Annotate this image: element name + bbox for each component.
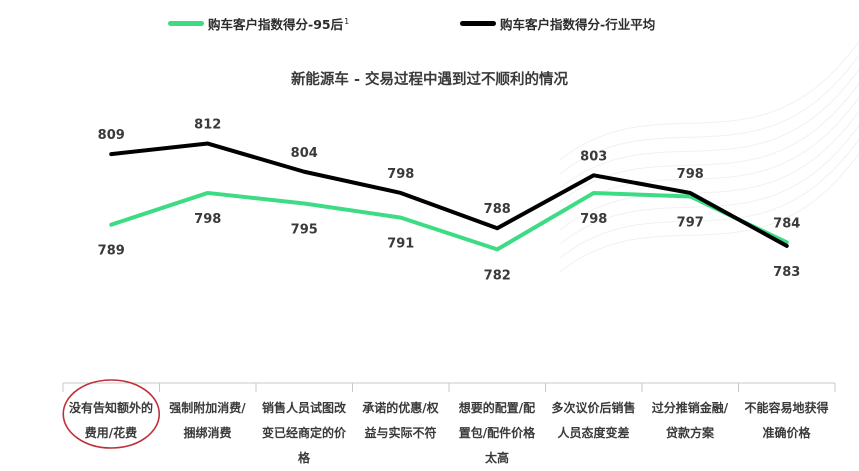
x-tick-label-line: 销售人员试图改 xyxy=(261,401,346,415)
x-tick-label: 想要的配置/配 置包/配件价格 太高 xyxy=(449,396,545,471)
x-tick-label-line: 没有告知额外的 xyxy=(68,401,153,415)
x-tick-label: 没有告知额外的 费用/花费 xyxy=(63,396,159,446)
data-label-industry: 788 xyxy=(484,202,511,217)
x-tick-label-line: 承诺的优惠/权 xyxy=(362,401,439,415)
data-label-industry: 783 xyxy=(773,265,800,280)
x-tick-label-line: 准确价格 xyxy=(762,426,811,440)
decor-line xyxy=(559,68,859,189)
data-label-industry: 809 xyxy=(98,128,125,143)
data-label-95: 797 xyxy=(677,215,704,230)
x-tick-label-line: 捆绑消费 xyxy=(183,426,232,440)
x-tick-label-line: 想要的配置/配 xyxy=(458,401,536,415)
decor-line xyxy=(559,138,859,259)
data-label-industry: 812 xyxy=(194,118,221,133)
decor-line xyxy=(559,54,859,175)
data-label-95: 789 xyxy=(98,244,125,259)
legend-item-95: 购车客户指数得分-95后 1 xyxy=(168,14,349,33)
data-label-industry: 804 xyxy=(291,146,318,161)
data-label-95: 795 xyxy=(291,223,318,238)
series-line-industry xyxy=(109,141,789,248)
x-tick-label: 过分推销金融/贷款方案 xyxy=(642,396,738,446)
data-label-95: 798 xyxy=(194,212,221,227)
legend-footnote-marker: 1 xyxy=(344,17,350,26)
data-label-95: 791 xyxy=(387,237,414,252)
x-tick-label-line: 费用/花费 xyxy=(84,426,138,440)
legend-swatch-black xyxy=(460,21,496,26)
data-label-industry: 798 xyxy=(677,167,704,182)
data-label-95: 784 xyxy=(773,216,800,231)
legend-label-95: 购车客户指数得分-95后 xyxy=(208,17,344,32)
x-tick-label-line: 多次议价后销售 xyxy=(551,401,636,415)
x-tick-label: 销售人员试图改 变已经商定的价格 xyxy=(256,396,352,471)
legend-item-industry: 购车客户指数得分-行业平均 xyxy=(460,14,655,33)
x-tick-label-line: 过分推销金融/ xyxy=(651,401,729,415)
legend-label-industry: 购车客户指数得分-行业平均 xyxy=(500,17,656,32)
x-tick-label-line: 贷款方案 xyxy=(665,426,714,440)
highlight-circle xyxy=(62,379,161,449)
decor-line xyxy=(559,110,859,231)
chart-title: 新能源车 - 交易过程中遇到过不顺利的情况 xyxy=(290,72,569,88)
data-label-industry: 798 xyxy=(387,167,414,182)
x-tick-label: 承诺的优惠/权 益与实际不符 xyxy=(353,396,449,446)
data-label-industry: 803 xyxy=(580,149,607,164)
data-label-95: 798 xyxy=(580,212,607,227)
legend: 购车客户指数得分-95后 1 购车客户指数得分-行业平均 xyxy=(0,14,859,38)
decor-line xyxy=(559,152,859,273)
x-tick-label-line: 人员态度变差 xyxy=(557,426,630,440)
x-tick-label-line: 太高 xyxy=(484,451,509,465)
x-tick-label-line: 变已经商定的价 xyxy=(261,426,346,440)
x-tick-label: 多次议价后销售 人员态度变差 xyxy=(546,396,642,446)
x-tick-label-line: 格 xyxy=(297,451,310,465)
x-tick-label-line: 置包/配件价格 xyxy=(458,426,536,440)
x-tick-label-line: 益与实际不符 xyxy=(364,426,437,440)
x-tick-label: 强制附加消费/捆绑消费 xyxy=(160,396,256,446)
legend-swatch-green xyxy=(168,21,204,26)
decor-line xyxy=(559,40,859,161)
series-line-95 xyxy=(109,190,789,252)
x-tick-label-line: 不能容易地获得 xyxy=(744,401,829,415)
x-tick-label: 不能容易地获得 准确价格 xyxy=(739,396,835,446)
data-label-95: 782 xyxy=(484,268,511,283)
x-tick-label-line: 强制附加消费/ xyxy=(169,401,246,415)
